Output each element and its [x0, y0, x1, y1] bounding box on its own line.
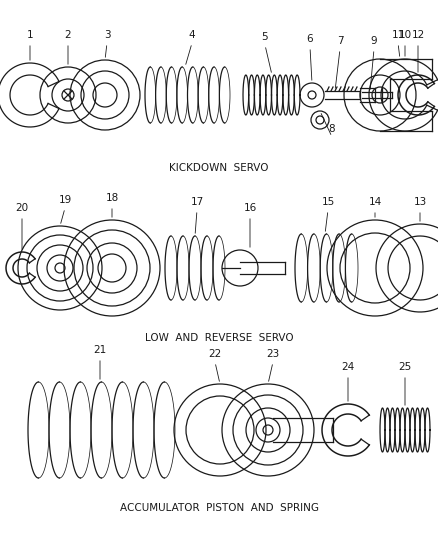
- Text: 1: 1: [27, 30, 33, 40]
- Text: 23: 23: [266, 349, 279, 359]
- Text: 3: 3: [104, 30, 110, 40]
- Text: 8: 8: [328, 124, 336, 134]
- Text: 9: 9: [371, 36, 377, 46]
- Text: 19: 19: [58, 195, 72, 205]
- Text: 7: 7: [337, 36, 343, 46]
- Text: 18: 18: [106, 193, 119, 203]
- Text: 24: 24: [341, 362, 355, 372]
- Text: 2: 2: [65, 30, 71, 40]
- Text: 6: 6: [307, 34, 313, 44]
- Text: 20: 20: [15, 203, 28, 213]
- Text: 5: 5: [261, 32, 268, 42]
- Text: 15: 15: [321, 197, 335, 207]
- Text: 14: 14: [368, 197, 381, 207]
- Text: 16: 16: [244, 203, 257, 213]
- Text: 13: 13: [413, 197, 427, 207]
- Text: 25: 25: [399, 362, 412, 372]
- Text: KICKDOWN  SERVO: KICKDOWN SERVO: [169, 163, 269, 173]
- Text: ACCUMULATOR  PISTON  AND  SPRING: ACCUMULATOR PISTON AND SPRING: [120, 503, 318, 513]
- Text: 21: 21: [93, 345, 106, 355]
- Text: 10: 10: [399, 30, 412, 40]
- Text: 22: 22: [208, 349, 222, 359]
- Text: 17: 17: [191, 197, 204, 207]
- Text: LOW  AND  REVERSE  SERVO: LOW AND REVERSE SERVO: [145, 333, 293, 343]
- Text: 11: 11: [392, 30, 405, 40]
- Text: 12: 12: [411, 30, 424, 40]
- Text: 4: 4: [189, 30, 195, 40]
